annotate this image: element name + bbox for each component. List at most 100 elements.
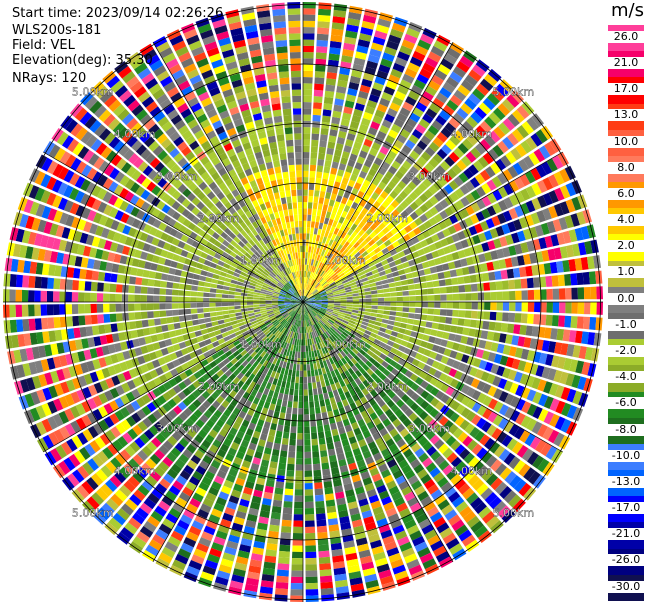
range-gate	[544, 327, 552, 339]
range-gate	[515, 302, 522, 312]
range-gate	[484, 492, 498, 505]
range-gate	[320, 327, 325, 334]
range-gate	[306, 233, 310, 240]
range-gate	[338, 509, 349, 518]
range-gate	[278, 550, 290, 558]
range-gate	[382, 394, 391, 404]
range-gate	[325, 312, 332, 316]
range-gate	[486, 261, 495, 271]
range-gate	[333, 9, 347, 18]
range-gate	[443, 184, 454, 195]
range-gate	[342, 218, 350, 226]
range-gate	[309, 338, 313, 346]
range-gate	[205, 322, 213, 328]
range-gate	[366, 339, 374, 346]
range-gate	[497, 378, 508, 390]
range-gate	[410, 402, 420, 412]
range-gate	[323, 392, 329, 400]
range-gate	[349, 507, 360, 516]
range-gate	[306, 283, 309, 291]
range-gate	[452, 342, 460, 351]
range-gate	[222, 314, 230, 319]
range-gate	[284, 387, 290, 395]
range-gate	[373, 452, 383, 462]
range-gate	[572, 345, 581, 358]
range-gate	[463, 510, 477, 523]
range-gate	[376, 103, 388, 113]
range-gate	[362, 111, 373, 121]
range-gate	[503, 452, 516, 466]
range-gate	[550, 328, 558, 340]
range-gate	[328, 53, 340, 61]
range-gate	[309, 298, 316, 301]
range-gate	[449, 191, 460, 202]
range-gate	[279, 544, 291, 552]
range-gate	[442, 81, 456, 94]
range-gate	[303, 20, 316, 28]
range-gate	[498, 404, 509, 416]
range-gate	[209, 307, 216, 312]
range-gate	[389, 235, 397, 244]
range-gate	[388, 129, 399, 139]
range-gate	[303, 283, 305, 290]
range-gate	[346, 353, 354, 360]
range-gate	[321, 303, 328, 305]
range-gate	[381, 161, 391, 171]
range-gate	[329, 317, 336, 323]
range-gate	[514, 191, 525, 204]
range-gate	[323, 481, 333, 489]
range-gate	[333, 227, 340, 235]
range-gate	[406, 524, 420, 536]
range-gate	[371, 545, 385, 555]
range-gate	[368, 168, 377, 177]
range-gate	[22, 319, 30, 332]
range-gate	[473, 160, 484, 172]
range-gate	[354, 162, 363, 171]
range-gate	[565, 302, 572, 314]
range-gate	[584, 240, 593, 255]
range-gate	[333, 181, 341, 189]
range-gate	[294, 382, 299, 390]
range-gate	[253, 302, 260, 305]
range-gate	[298, 408, 303, 415]
range-gate	[424, 162, 435, 173]
range-gate	[185, 278, 193, 285]
range-gate	[303, 302, 310, 303]
range-gate	[336, 136, 346, 145]
range-gate	[316, 525, 328, 533]
range-gate	[432, 423, 443, 434]
range-gate	[482, 395, 493, 407]
range-gate	[198, 318, 206, 325]
range-gate	[430, 387, 440, 397]
range-gate	[375, 262, 383, 269]
range-gate	[310, 152, 318, 159]
range-gate	[366, 246, 374, 254]
range-gate	[319, 361, 325, 369]
range-gate	[468, 93, 481, 106]
range-gate	[308, 351, 312, 358]
range-gate	[352, 309, 359, 314]
range-gate	[346, 495, 357, 504]
range-gate	[332, 311, 339, 316]
range-gate	[48, 264, 56, 276]
range-gate	[405, 139, 416, 150]
range-gate	[398, 480, 410, 491]
range-gate	[235, 312, 242, 317]
range-gate	[332, 473, 341, 481]
range-gate	[382, 283, 390, 289]
range-gate	[284, 368, 289, 376]
range-gate	[437, 63, 451, 76]
range-gate	[305, 576, 318, 584]
range-gate	[321, 462, 330, 470]
range-gate	[190, 297, 197, 302]
range-gate	[399, 274, 407, 281]
range-gate	[446, 358, 455, 367]
range-gate	[431, 233, 440, 243]
range-gate	[334, 331, 341, 337]
range-gate	[308, 296, 315, 300]
range-gate	[434, 191, 444, 202]
range-gate	[354, 362, 362, 370]
range-gate	[490, 363, 500, 375]
range-gate	[204, 317, 212, 323]
range-gate	[350, 583, 365, 592]
